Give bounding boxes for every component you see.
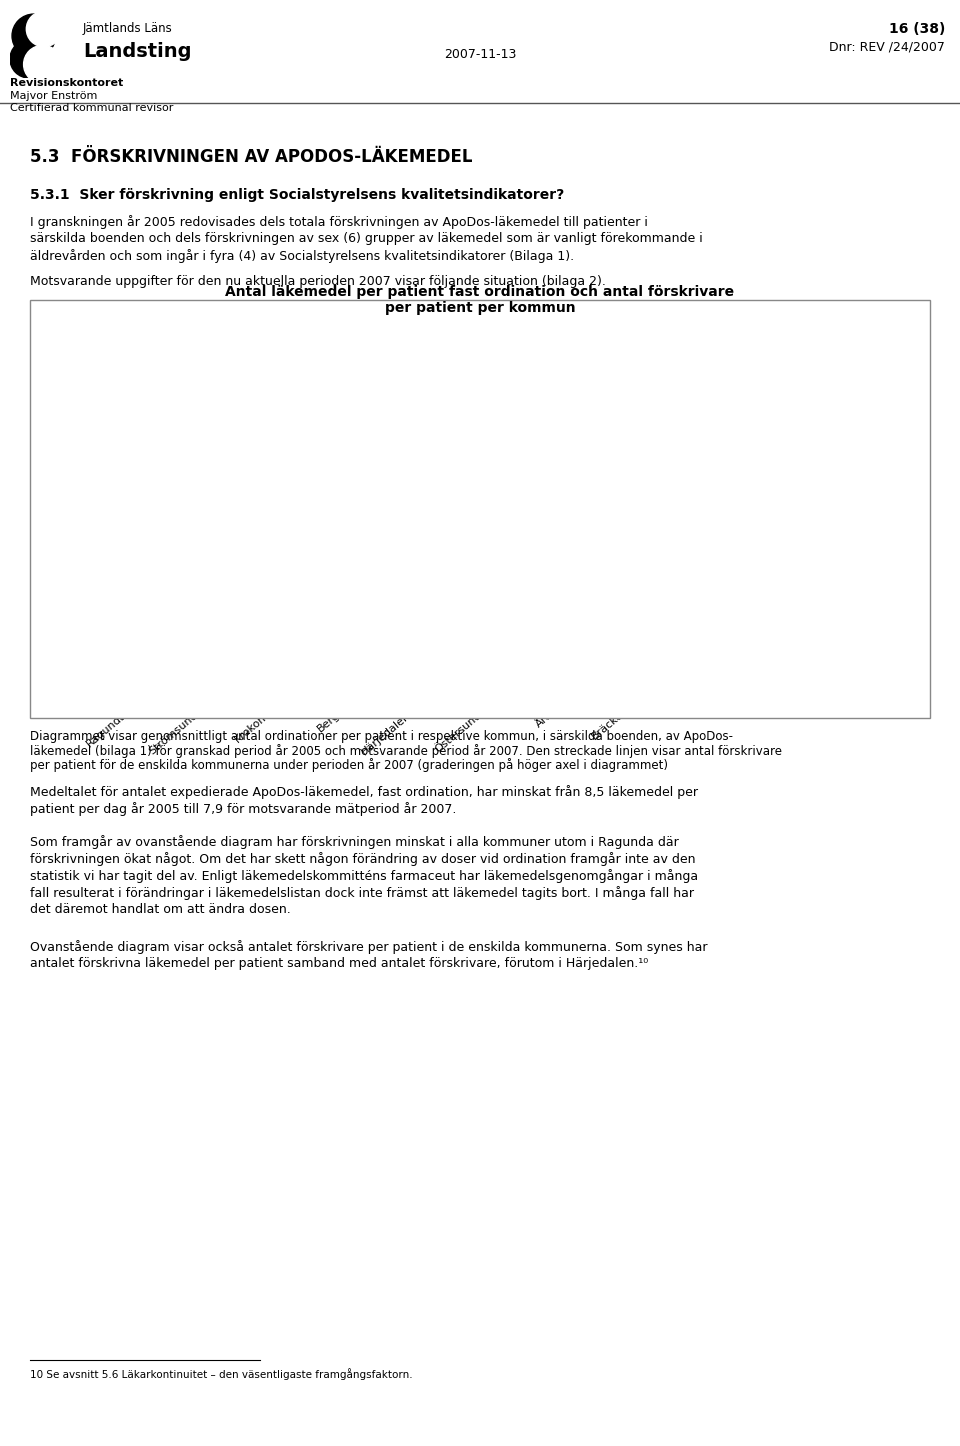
Text: statistik vi har tagit del av. Enligt läkemedelskommitténs farmaceut har läkemed: statistik vi har tagit del av. Enligt lä… (30, 869, 698, 884)
Text: läkemedel (bilaga 1) för granskad period år 2005 och motsvarande period år 2007.: läkemedel (bilaga 1) för granskad period… (30, 745, 782, 758)
Text: 8: 8 (610, 376, 615, 385)
Text: 8,3: 8,3 (206, 364, 221, 373)
Circle shape (24, 45, 61, 84)
Text: fall resulterat i förändringar i läkemedelslistan dock inte främst att läkemedel: fall resulterat i förändringar i läkemed… (30, 886, 694, 899)
Text: 8: 8 (396, 376, 402, 385)
Text: 7,5: 7,5 (633, 396, 647, 405)
Text: 8: 8 (539, 376, 544, 385)
Text: Motsvarande uppgifter för den nu aktuella perioden 2007 visar följande situation: Motsvarande uppgifter för den nu aktuell… (30, 275, 606, 288)
Text: Jämtlands Läns: Jämtlands Läns (83, 22, 173, 35)
Bar (129, 357, 156, 700)
Text: antalet förskrivna läkemedel per patient samband med antalet förskrivare, föruto: antalet förskrivna läkemedel per patient… (30, 957, 648, 970)
Bar (102, 357, 129, 700)
Text: Majvor Enström: Majvor Enström (10, 91, 97, 101)
Bar (457, 360, 484, 700)
Text: 8,8: 8,8 (108, 346, 124, 354)
Bar (173, 353, 200, 700)
Bar (200, 376, 227, 700)
Text: det däremot handlat om att ändra dosen.: det däremot handlat om att ändra dosen. (30, 902, 291, 915)
Text: 10 Se avsnitt 5.6 Läkarkontinuitet – den väsentligaste framgångsfaktorn.: 10 Se avsnitt 5.6 Läkarkontinuitet – den… (30, 1368, 413, 1379)
Text: 8,7: 8,7 (250, 348, 266, 359)
Circle shape (12, 14, 56, 58)
Bar (599, 388, 626, 700)
Text: förskrivningen ökat något. Om det har skett någon förändring av doser vid ordina: förskrivningen ökat något. Om det har sk… (30, 852, 695, 866)
Text: Landsting: Landsting (83, 42, 191, 61)
Bar (413, 403, 440, 700)
Text: 7,5: 7,5 (491, 396, 505, 405)
Text: äldrevården och som ingår i fyra (4) av Socialstyrelsens kvalitetsindikatorer (B: äldrevården och som ingår i fyra (4) av … (30, 249, 574, 263)
Text: patient per dag år 2005 till 7,9 för motsvarande mätperiod år 2007.: patient per dag år 2005 till 7,9 för mot… (30, 803, 456, 816)
Bar (315, 360, 342, 700)
Bar (626, 408, 653, 700)
Bar (484, 408, 511, 700)
Bar (528, 388, 555, 700)
Text: per patient för de enskilda kommunerna under perioden år 2007 (graderingen på hö: per patient för de enskilda kommunerna u… (30, 758, 668, 772)
Bar (386, 388, 413, 700)
Text: 8,7: 8,7 (321, 348, 337, 359)
Text: 5.3.1  Sker förskrivning enligt Socialstyrelsens kvalitetsindikatorer?: 5.3.1 Sker förskrivning enligt Socialsty… (30, 188, 564, 202)
Text: I granskningen år 2005 redovisades dels totala förskrivningen av ApoDos-läkemede: I granskningen år 2005 redovisades dels … (30, 215, 648, 228)
Text: 16 (38): 16 (38) (889, 22, 945, 36)
Text: 5.3  FÖRSKRIVNINGEN AV APODOS-LÄKEMEDEL: 5.3 FÖRSKRIVNINGEN AV APODOS-LÄKEMEDEL (30, 147, 472, 166)
Circle shape (26, 12, 61, 46)
Text: 7,9: 7,9 (277, 380, 292, 389)
Text: 7,8: 7,8 (348, 385, 363, 393)
Bar (244, 360, 271, 700)
Text: 8,7: 8,7 (463, 348, 478, 359)
Text: särskilda boenden och dels förskrivningen av sex (6) grupper av läkemedel som är: särskilda boenden och dels förskrivninge… (30, 231, 703, 244)
Bar (555, 408, 582, 700)
Text: Ovanstående diagram visar också antalet förskrivare per patient i de enskilda ko: Ovanstående diagram visar också antalet … (30, 940, 708, 954)
Text: 8,9: 8,9 (179, 341, 195, 350)
Text: 7,6: 7,6 (420, 392, 434, 401)
Text: Revisionskontoret: Revisionskontoret (10, 78, 123, 88)
Bar (342, 396, 369, 700)
Bar (271, 392, 298, 700)
Text: 2007-11-13: 2007-11-13 (444, 49, 516, 62)
Text: Medeltalet för antalet expedierade ApoDos-läkemedel, fast ordination, har minska: Medeltalet för antalet expedierade ApoDo… (30, 785, 698, 800)
Circle shape (10, 40, 48, 78)
Text: 7,5: 7,5 (562, 396, 576, 405)
Text: Som framgår av ovanstående diagram har förskrivningen minskat i alla kommuner ut: Som framgår av ovanstående diagram har f… (30, 834, 679, 849)
Text: Antal läkemedel per patient fast ordination och antal förskrivare
per patient pe: Antal läkemedel per patient fast ordinat… (226, 285, 734, 315)
Text: Certifierad kommunal revisor: Certifierad kommunal revisor (10, 103, 174, 113)
Text: Dnr: REV /24/2007: Dnr: REV /24/2007 (829, 40, 945, 54)
Legend: 2005 kv1, 2007 kv1, Ant. förskrivare kv1 2007: 2005 kv1, 2007 kv1, Ant. förskrivare kv1… (680, 460, 871, 521)
Text: Diagrammet visar genomsnittligt antal ordinationer per patient i respektive komm: Diagrammet visar genomsnittligt antal or… (30, 730, 733, 743)
Text: 8,8: 8,8 (135, 346, 150, 354)
